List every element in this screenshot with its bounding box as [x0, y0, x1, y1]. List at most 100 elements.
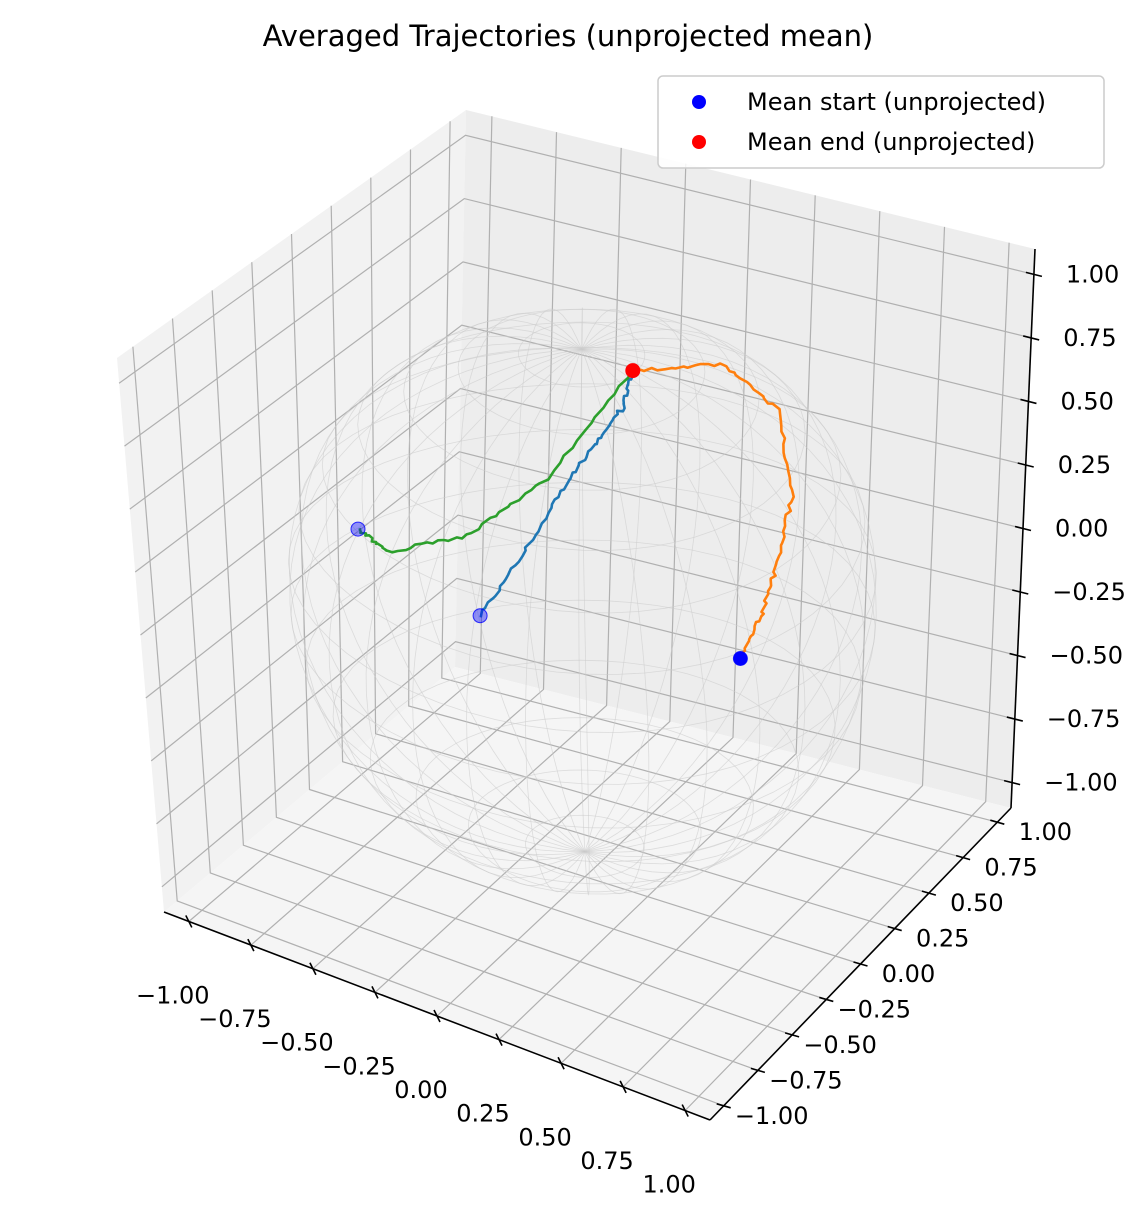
y-tick-label: −0.25	[838, 996, 912, 1024]
trajectory-line-0	[479, 370, 634, 618]
legend-marker-start	[692, 95, 706, 109]
sphere-meridian	[302, 348, 585, 856]
reference-sphere	[287, 307, 877, 896]
pane-left	[117, 110, 466, 912]
sphere-parallel	[415, 717, 754, 895]
grid-line-x	[188, 116, 493, 922]
z-tick-label: 0.00	[1055, 515, 1108, 543]
z-tick-mark	[1006, 716, 1024, 722]
y-tick-mark	[750, 1067, 766, 1074]
sphere-meridian	[581, 320, 754, 852]
z-tick-mark	[1025, 271, 1043, 278]
trajectory-line-1	[634, 362, 795, 659]
legend: Mean start (unprojected) Mean end (unpro…	[657, 75, 1105, 169]
z-tick-label: 1.00	[1066, 260, 1119, 288]
y-tick-label: 0.75	[984, 854, 1037, 882]
grid-line-z	[134, 324, 1026, 573]
x-tick-label: 1.00	[642, 1171, 695, 1199]
sphere-parallel	[525, 814, 645, 878]
grid-line-x	[374, 163, 687, 993]
sphere-parallel	[468, 769, 702, 893]
y-tick-label: 0.50	[950, 889, 1003, 917]
sphere-meridian	[289, 347, 585, 852]
sphere-meridian	[578, 307, 586, 852]
sphere-meridian	[581, 348, 877, 853]
grid-line-z	[145, 451, 1021, 699]
sphere-meridian	[325, 335, 585, 852]
x-tick-label: −0.50	[260, 1029, 334, 1057]
grid-lines	[118, 116, 1035, 1111]
y-tick-mark	[853, 961, 868, 967]
sphere-meridian	[289, 348, 585, 852]
grid-line-y	[441, 121, 998, 823]
grid-line-y	[211, 290, 793, 1036]
y-tick-label: 0.25	[916, 925, 969, 953]
x-tick-mark	[557, 1056, 565, 1070]
mean-start-marker	[350, 521, 366, 537]
grid-line-y	[251, 262, 827, 1001]
sphere-meridian	[412, 348, 586, 878]
y-tick-label: −0.50	[803, 1031, 877, 1059]
sphere-meridian	[407, 319, 586, 852]
y-tick-mark	[819, 996, 834, 1003]
z-tick-mark	[1012, 589, 1029, 595]
sphere-meridian	[581, 348, 708, 890]
x-tick-label: −1.00	[136, 982, 210, 1010]
sphere-meridian	[328, 348, 585, 862]
mean-start-marker	[732, 651, 748, 666]
legend-box	[657, 75, 1105, 169]
x-tick-mark	[619, 1080, 627, 1094]
sphere-parallel	[298, 383, 866, 675]
grid-line-z	[129, 261, 1029, 510]
y-tick-mark	[955, 854, 971, 861]
sphere-parallel	[369, 659, 800, 885]
sphere-meridian	[581, 348, 761, 883]
mean-end-marker	[625, 363, 641, 379]
x-tick-mark	[681, 1104, 689, 1117]
sphere-meridian	[581, 348, 841, 865]
sphere-meridian	[581, 348, 806, 874]
grid-line-y	[171, 318, 759, 1071]
z-tick-mark	[1009, 652, 1026, 659]
grid-line-y	[290, 233, 861, 965]
grid-line-x	[250, 132, 558, 946]
y-tick-mark	[921, 890, 937, 896]
z-tick-label: 0.75	[1063, 324, 1116, 352]
x-tick-mark	[309, 962, 317, 976]
grid-line-x	[684, 242, 1010, 1111]
sphere-meridian	[581, 344, 863, 852]
y-tick-label: −1.00	[735, 1102, 809, 1130]
grid-line-y	[132, 346, 724, 1107]
sphere-meridian	[460, 312, 586, 852]
x-tick-label: 0.25	[456, 1100, 509, 1128]
y-tick-mark	[887, 925, 902, 932]
trajectory-markers	[350, 363, 748, 666]
sphere-meridian	[518, 308, 586, 852]
sphere-parallel	[517, 322, 646, 388]
x-tick-mark	[185, 915, 193, 928]
x-tick-label: −0.75	[198, 1005, 272, 1033]
z-tick-label: −0.25	[1052, 578, 1126, 606]
x-tick-label: 0.50	[518, 1123, 571, 1151]
z-tick-label: −1.00	[1044, 769, 1118, 797]
x-tick-mark	[371, 986, 379, 999]
grid-line-z	[124, 197, 1032, 447]
sphere-meridian	[581, 308, 642, 852]
tick-marks	[185, 271, 1043, 1117]
z-tick-mark	[1003, 779, 1021, 786]
sphere-meridian	[581, 329, 800, 852]
z-tick-mark	[1020, 398, 1037, 405]
sphere-parallel	[357, 321, 806, 551]
tick-labels: −1.00−0.75−0.50−0.250.000.250.500.751.00…	[136, 260, 1126, 1198]
y-tick-label: 1.00	[1019, 818, 1072, 846]
z-tick-mark	[1014, 525, 1032, 532]
sphere-meridian	[361, 327, 585, 852]
sphere-parallel	[332, 599, 836, 863]
x-tick-label: 0.75	[580, 1147, 633, 1175]
z-tick-label: 0.25	[1058, 451, 1111, 479]
mean-start-marker	[472, 608, 488, 624]
trajectory-lines	[358, 362, 795, 659]
legend-label-end: Mean end (unprojected)	[747, 128, 1035, 156]
z-tick-mark	[1022, 335, 1040, 341]
y-tick-mark	[716, 1103, 731, 1109]
